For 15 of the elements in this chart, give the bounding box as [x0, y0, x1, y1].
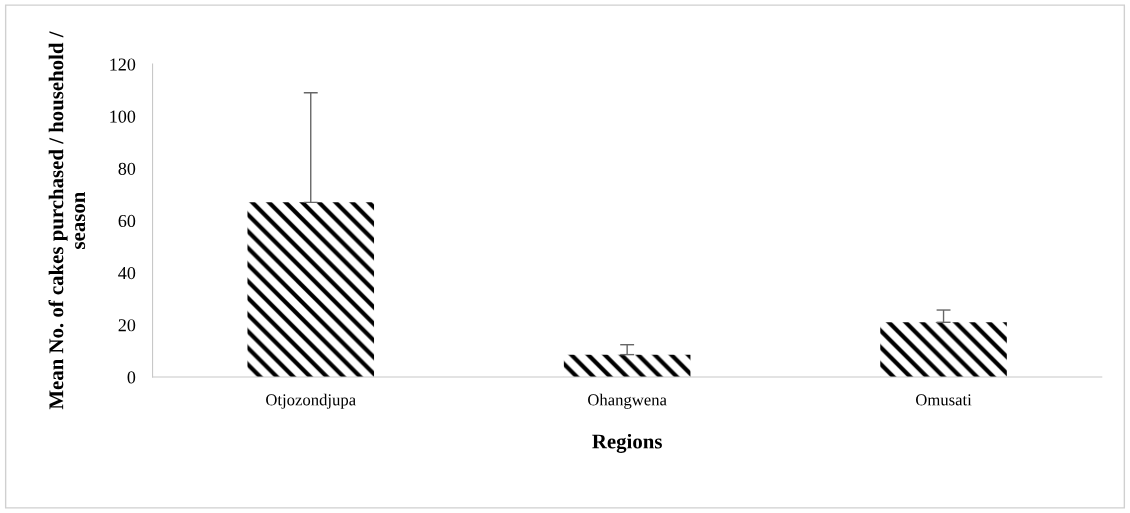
bar: [563, 354, 691, 378]
y-tick-label: 0: [127, 371, 136, 384]
x-tick-label: Omusati: [916, 394, 972, 406]
y-tick-label: 120: [110, 58, 136, 71]
y-tick-label: 100: [110, 110, 136, 123]
bar: [880, 322, 1007, 378]
x-tick-label: Ohangwena: [588, 393, 667, 409]
bar: [247, 202, 375, 378]
y-axis-title: Mean No. of cakes purchased / household / season: [48, 31, 86, 410]
y-tick-label: 40: [118, 267, 136, 280]
y-tick-label: 20: [118, 319, 136, 332]
y-tick-label: 60: [118, 214, 136, 228]
x-tick-label: Otjozondjupa: [266, 393, 356, 409]
y-tick-label: 80: [118, 162, 136, 175]
x-axis-title: Regions: [592, 433, 662, 453]
